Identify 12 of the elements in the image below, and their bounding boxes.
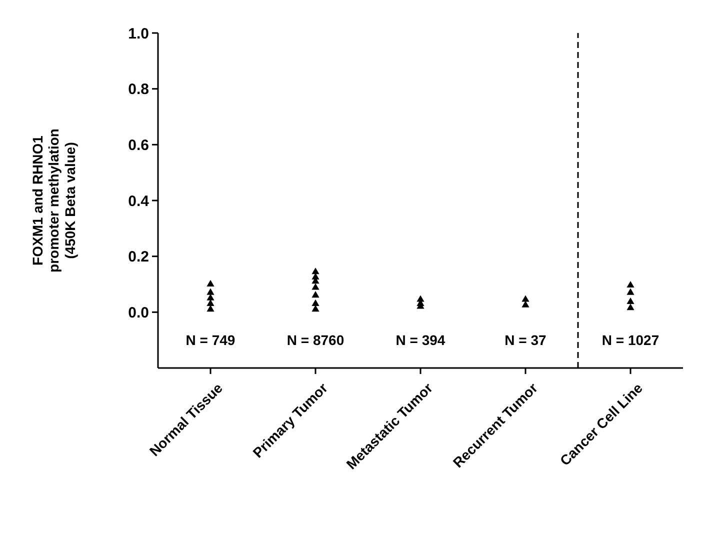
y-tick-label: 1.0 [128,25,149,42]
annotation: N = 8760 [286,332,344,348]
y-tick-label: 0.6 [128,136,149,154]
y-tick-label: 0.2 [128,248,149,266]
y-tick-label: 0.0 [128,304,149,322]
y-tick-label: 0.8 [128,81,149,98]
annotation: N = 394 [396,332,446,348]
annotation: N = 749 [186,332,236,348]
y-axis-title: FOXM1 and RHNO1 promoter methylation (450K Beta value) [30,128,78,272]
annotation: N = 37 [504,332,547,348]
annotation: N = 1027 [602,332,660,348]
y-tick-label: 0.4 [128,192,150,210]
